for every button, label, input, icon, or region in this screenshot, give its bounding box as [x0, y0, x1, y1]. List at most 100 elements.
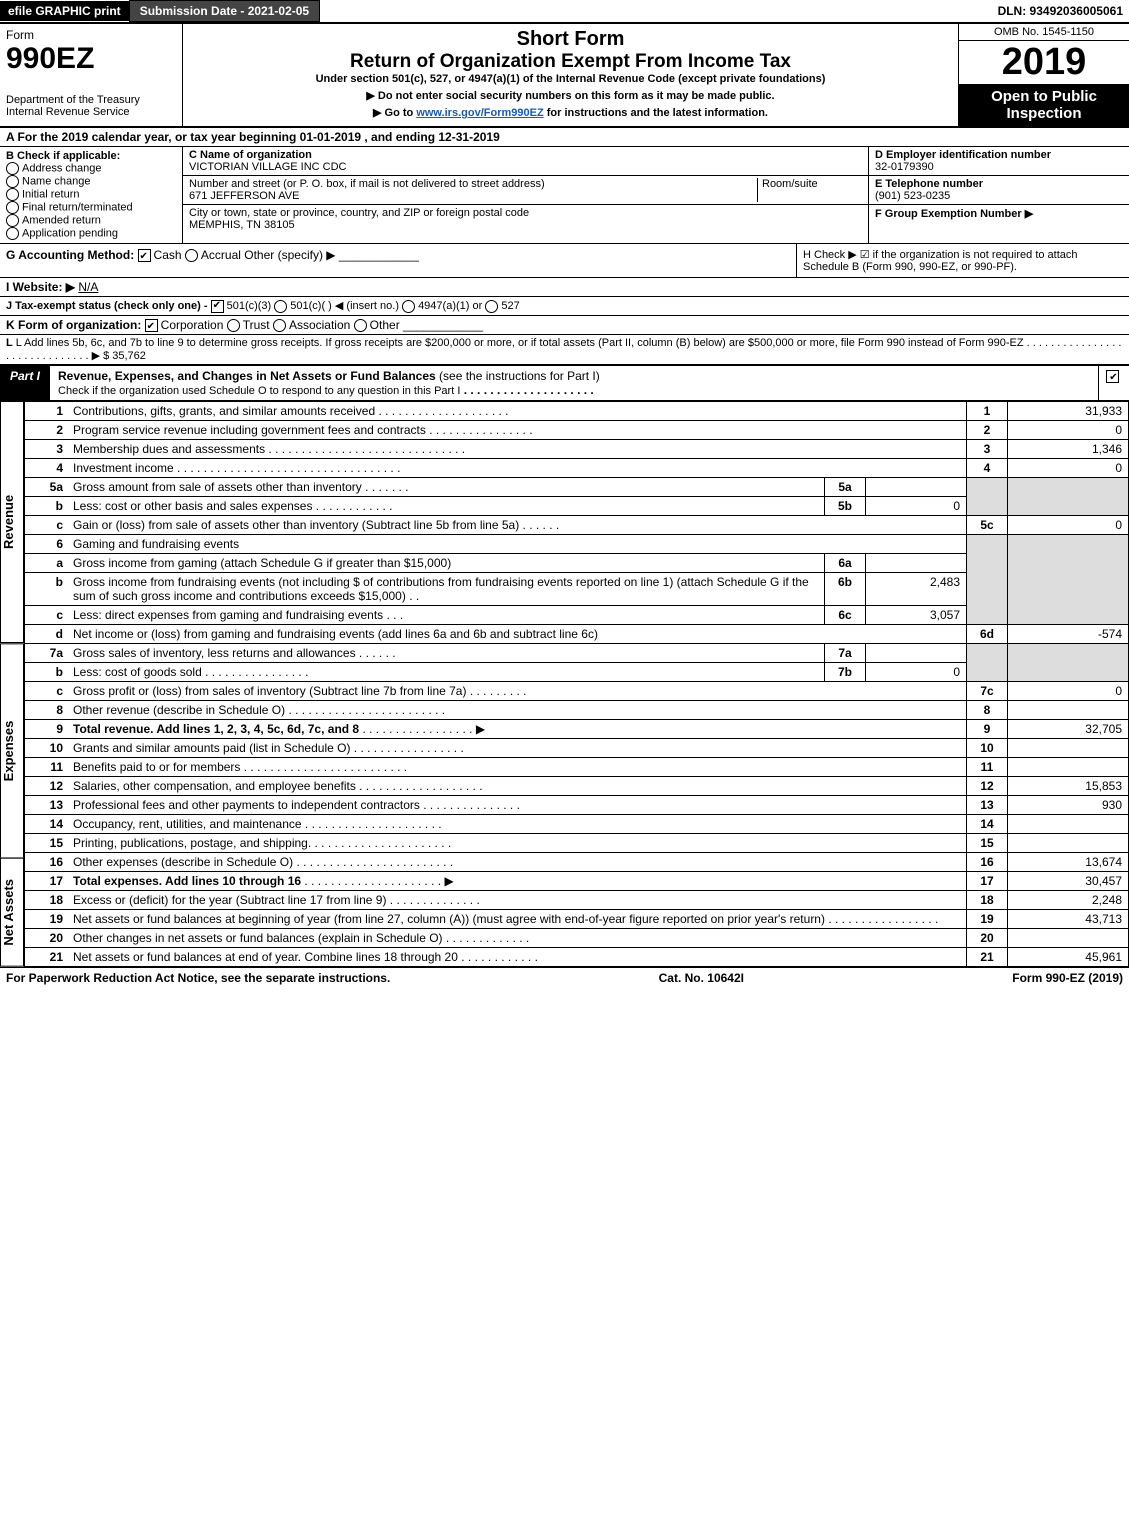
chk-association[interactable] — [273, 319, 286, 332]
chk-corporation[interactable] — [145, 319, 158, 332]
section-b: B Check if applicable: Address change Na… — [0, 147, 183, 243]
chk-final-return[interactable] — [6, 201, 19, 214]
section-i: I Website: ▶ N/A — [0, 278, 1129, 297]
city-value: MEMPHIS, TN 38105 — [189, 219, 295, 231]
table-row: 21Net assets or fund balances at end of … — [25, 947, 1129, 966]
entity-box: B Check if applicable: Address change Na… — [0, 147, 1129, 244]
section-g-label: G Accounting Method: — [6, 248, 134, 262]
table-row: 5aGross amount from sale of assets other… — [25, 477, 1129, 496]
table-row: 12Salaries, other compensation, and empl… — [25, 776, 1129, 795]
amt-7c: 0 — [1008, 681, 1129, 700]
section-j: J Tax-exempt status (check only one) - 5… — [0, 297, 1129, 316]
street-value: 671 JEFFERSON AVE — [189, 190, 299, 202]
table-row: bLess: cost or other basis and sales exp… — [25, 496, 1129, 515]
chk-application-pending[interactable] — [6, 227, 19, 240]
amt-17: 30,457 — [1008, 871, 1129, 890]
table-row: 9Total revenue. Add lines 1, 2, 3, 4, 5c… — [25, 719, 1129, 738]
section-e-label: E Telephone number — [875, 178, 983, 190]
dept-treasury: Department of the Treasury — [6, 94, 176, 106]
table-row: dNet income or (loss) from gaming and fu… — [25, 624, 1129, 643]
section-h: H Check ▶ ☑ if the organization is not r… — [796, 244, 1129, 277]
street-label: Number and street (or P. O. box, if mail… — [189, 178, 545, 190]
chk-amended-return[interactable] — [6, 214, 19, 227]
period-row: A For the 2019 calendar year, or tax yea… — [0, 128, 1129, 147]
chk-name-change[interactable] — [6, 175, 19, 188]
chk-4947[interactable] — [402, 300, 415, 313]
efile-label: efile GRAPHIC print — [8, 4, 121, 18]
side-expenses: Expenses — [0, 643, 24, 858]
table-row: 1Contributions, gifts, grants, and simil… — [25, 401, 1129, 420]
submission-date: Submission Date - 2021-02-05 — [129, 0, 320, 22]
section-c: C Name of organization VICTORIAN VILLAGE… — [183, 147, 868, 243]
section-k: K Form of organization: Corporation Trus… — [0, 316, 1129, 335]
efile-print[interactable]: efile GRAPHIC print — [0, 1, 129, 21]
side-netassets: Net Assets — [0, 858, 24, 967]
main-title: Return of Organization Exempt From Incom… — [191, 51, 950, 73]
chk-other-org[interactable] — [354, 319, 367, 332]
amt-5b: 0 — [866, 496, 967, 515]
chk-initial-return[interactable] — [6, 188, 19, 201]
top-bar: efile GRAPHIC print Submission Date - 20… — [0, 0, 1129, 24]
omb-number: OMB No. 1545-1150 — [959, 24, 1129, 41]
chk-address-change[interactable] — [6, 162, 19, 175]
chk-cash[interactable] — [138, 249, 151, 262]
room-label: Room/suite — [762, 178, 818, 190]
amt-13: 930 — [1008, 795, 1129, 814]
chk-accrual[interactable] — [185, 249, 198, 262]
table-row: 19Net assets or fund balances at beginni… — [25, 909, 1129, 928]
section-h-text: H Check ▶ ☑ if the organization is not r… — [803, 249, 1078, 273]
table-row: 16Other expenses (describe in Schedule O… — [25, 852, 1129, 871]
amt-6b: 2,483 — [866, 572, 967, 605]
footer-left: For Paperwork Reduction Act Notice, see … — [6, 971, 390, 985]
website-label: I Website: ▶ — [6, 280, 75, 294]
amt-19: 43,713 — [1008, 909, 1129, 928]
section-l: L L Add lines 5b, 6c, and 7b to line 9 t… — [0, 335, 1129, 365]
chk-schedule-o[interactable] — [1106, 370, 1119, 383]
table-row: cGain or (loss) from sale of assets othe… — [25, 515, 1129, 534]
table-row: cLess: direct expenses from gaming and f… — [25, 605, 1129, 624]
amt-6d: -574 — [1008, 624, 1129, 643]
irs-link[interactable]: www.irs.gov/Form990EZ — [416, 107, 543, 119]
dln: DLN: 93492036005061 — [998, 4, 1129, 18]
website-value: N/A — [78, 280, 98, 294]
section-def: D Employer identification number 32-0179… — [868, 147, 1129, 243]
table-row: bLess: cost of goods sold . . . . . . . … — [25, 662, 1129, 681]
header-center: Short Form Return of Organization Exempt… — [183, 24, 958, 126]
org-name: VICTORIAN VILLAGE INC CDC — [189, 161, 347, 173]
table-row: 14Occupancy, rent, utilities, and mainte… — [25, 814, 1129, 833]
part1-header: Part I Revenue, Expenses, and Changes in… — [0, 365, 1129, 401]
chk-501c[interactable] — [274, 300, 287, 313]
amt-7b: 0 — [866, 662, 967, 681]
chk-527[interactable] — [485, 300, 498, 313]
table-row: 13Professional fees and other payments t… — [25, 795, 1129, 814]
table-row: 18Excess or (deficit) for the year (Subt… — [25, 890, 1129, 909]
short-form-title: Short Form — [191, 28, 950, 51]
footer-center: Cat. No. 10642I — [659, 971, 744, 985]
amt-1: 31,933 — [1008, 401, 1129, 420]
table-row: 3Membership dues and assessments . . . .… — [25, 439, 1129, 458]
table-row: 15Printing, publications, postage, and s… — [25, 833, 1129, 852]
header-right: OMB No. 1545-1150 2019 Open to Public In… — [958, 24, 1129, 126]
gross-receipts: ▶ $ 35,762 — [92, 350, 146, 362]
table-row: 11Benefits paid to or for members . . . … — [25, 757, 1129, 776]
table-row: 2Program service revenue including gover… — [25, 420, 1129, 439]
chk-501c3[interactable] — [211, 300, 224, 313]
section-d-label: D Employer identification number — [875, 149, 1051, 161]
amt-6c: 3,057 — [866, 605, 967, 624]
amt-18: 2,248 — [1008, 890, 1129, 909]
table-row: 17Total expenses. Add lines 10 through 1… — [25, 871, 1129, 890]
amt-9: 32,705 — [1008, 719, 1129, 738]
amt-4: 0 — [1008, 458, 1129, 477]
table-row: 6Gaming and fundraising events — [25, 534, 1129, 553]
chk-trust[interactable] — [227, 319, 240, 332]
form-number: 990EZ — [6, 42, 176, 76]
section-f-label: F Group Exemption Number ▶ — [875, 208, 1033, 220]
table-row: 20Other changes in net assets or fund ba… — [25, 928, 1129, 947]
header-left: Form 990EZ Department of the Treasury In… — [0, 24, 183, 126]
tax-year: 2019 — [959, 41, 1129, 84]
section-c-label: C Name of organization — [189, 149, 312, 161]
ein-value: 32-0179390 — [875, 161, 934, 173]
phone-value: (901) 523-0235 — [875, 190, 950, 202]
amt-21: 45,961 — [1008, 947, 1129, 966]
period-text: A For the 2019 calendar year, or tax yea… — [6, 130, 500, 144]
